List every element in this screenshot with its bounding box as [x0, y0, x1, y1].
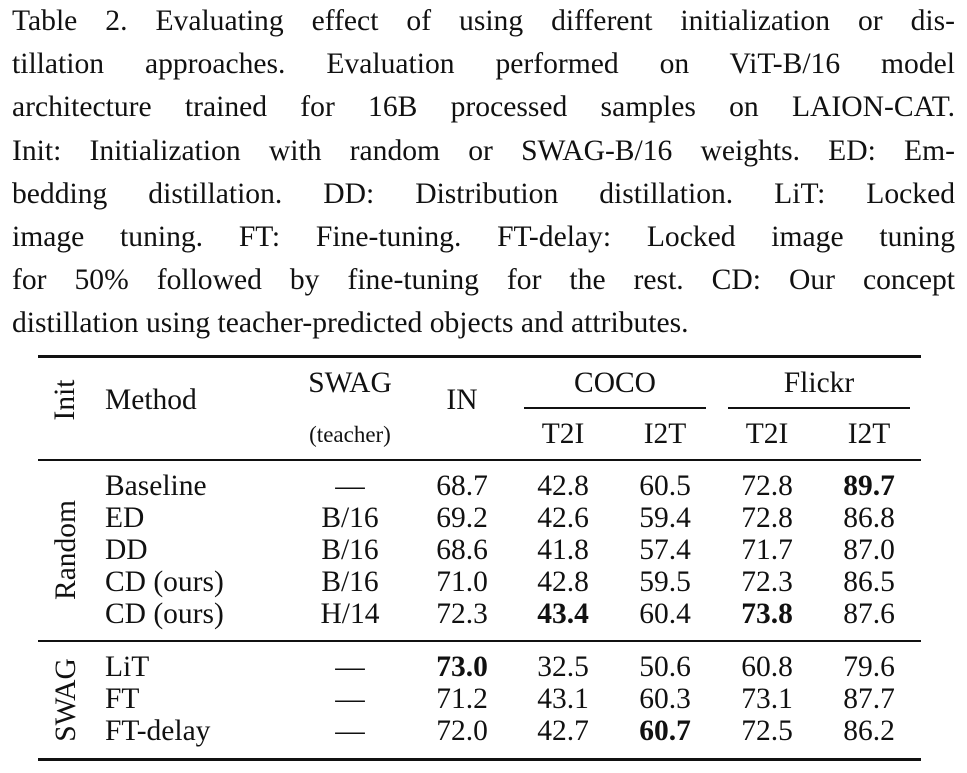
- group-label-swag: SWAG: [50, 658, 82, 742]
- header-rule: [38, 459, 921, 461]
- caption-line: Table 2. Evaluating effect of using diff…: [12, 5, 955, 37]
- cell-swag: —: [335, 470, 365, 502]
- cell-coco-t2i: 43.4: [537, 598, 589, 630]
- cell-coco-t2i: 42.8: [537, 566, 589, 598]
- header-in: IN: [446, 384, 478, 416]
- cell-coco-t2i: 42.6: [537, 502, 589, 534]
- header-coco-i2t: I2T: [643, 418, 687, 450]
- cell-method: ED: [105, 502, 145, 534]
- cell-flickr-t2i: 72.5: [741, 715, 793, 747]
- cell-flickr-t2i: 73.1: [741, 683, 793, 715]
- header-method: Method: [105, 384, 197, 416]
- header-coco-t2i: T2I: [541, 418, 585, 450]
- caption-line: distillation using teacher-predicted obj…: [12, 307, 689, 340]
- cell-coco-t2i: 41.8: [537, 534, 589, 566]
- cell-flickr-i2t: 87.6: [843, 598, 895, 630]
- header-coco: COCO: [574, 367, 656, 399]
- cell-flickr-i2t: 89.7: [843, 470, 895, 502]
- cell-coco-i2t: 59.5: [639, 566, 691, 598]
- group-rule: [38, 640, 921, 642]
- cell-coco-i2t: 50.6: [639, 651, 691, 683]
- cell-coco-i2t: 60.5: [639, 470, 691, 502]
- cell-in: 72.0: [436, 715, 488, 747]
- cell-swag: B/16: [321, 502, 379, 534]
- cell-method: LiT: [105, 651, 150, 683]
- cell-flickr-i2t: 86.5: [843, 566, 895, 598]
- cell-in: 68.7: [436, 470, 488, 502]
- cell-coco-t2i: 43.1: [537, 683, 589, 715]
- cell-flickr-i2t: 86.8: [843, 502, 895, 534]
- caption-line: bedding distillation. DD: Distribution d…: [12, 177, 955, 210]
- cell-coco-i2t: 60.3: [639, 683, 691, 715]
- caption-line: for 50% followed by fine-tuning for the …: [12, 264, 955, 297]
- caption-line: Init: Initialization with random or SWAG…: [12, 134, 955, 167]
- header-swag: SWAG: [308, 367, 392, 399]
- cell-in: 72.3: [436, 598, 488, 630]
- cell-method: CD (ours): [105, 598, 224, 630]
- cell-in: 73.0: [436, 651, 488, 683]
- cell-coco-i2t: 57.4: [639, 534, 691, 566]
- cell-flickr-t2i: 71.7: [741, 534, 793, 566]
- bottom-rule: [38, 758, 921, 761]
- cell-swag: —: [335, 683, 365, 715]
- caption-line: image tuning. FT: Fine-tuning. FT-delay:…: [12, 221, 955, 254]
- cell-swag: B/16: [321, 534, 379, 566]
- cell-flickr-i2t: 79.6: [843, 651, 895, 683]
- cell-swag: B/16: [321, 566, 379, 598]
- table-caption: Table 2. Evaluating effect of using diff…: [12, 0, 955, 346]
- cell-flickr-t2i: 72.3: [741, 566, 793, 598]
- cell-coco-t2i: 32.5: [537, 651, 589, 683]
- cell-flickr-i2t: 86.2: [843, 715, 895, 747]
- caption-line: tillation approaches. Evaluation perform…: [12, 48, 955, 81]
- cell-swag: —: [335, 715, 365, 747]
- flickr-cmidrule: [728, 407, 910, 409]
- header-flickr: Flickr: [783, 367, 855, 399]
- group-label-random: Random: [50, 500, 82, 600]
- cell-coco-i2t: 59.4: [639, 502, 691, 534]
- cell-method: Baseline: [105, 470, 207, 502]
- cell-coco-t2i: 42.7: [537, 715, 589, 747]
- caption-line: architecture trained for 16B processed s…: [12, 91, 955, 124]
- cell-in: 71.0: [436, 566, 488, 598]
- cell-method: CD (ours): [105, 566, 224, 598]
- header-init: Init: [49, 379, 81, 421]
- cell-coco-t2i: 42.8: [537, 470, 589, 502]
- coco-cmidrule: [524, 407, 706, 409]
- cell-flickr-t2i: 72.8: [741, 502, 793, 534]
- cell-flickr-t2i: 72.8: [741, 470, 793, 502]
- cell-in: 68.6: [436, 534, 488, 566]
- cell-method: DD: [105, 534, 148, 566]
- cell-in: 69.2: [436, 502, 488, 534]
- cell-coco-i2t: 60.7: [639, 715, 691, 747]
- cell-in: 71.2: [436, 683, 488, 715]
- header-flickr-i2t: I2T: [847, 418, 891, 450]
- cell-method: FT: [105, 683, 140, 715]
- top-rule: [38, 355, 921, 358]
- cell-method: FT-delay: [105, 715, 211, 747]
- cell-coco-i2t: 60.4: [639, 598, 691, 630]
- cell-flickr-t2i: 60.8: [741, 651, 793, 683]
- header-swag-teacher: (teacher): [309, 422, 391, 447]
- header-flickr-t2i: T2I: [745, 418, 789, 450]
- cell-flickr-t2i: 73.8: [741, 598, 793, 630]
- cell-swag: —: [335, 651, 365, 683]
- cell-flickr-i2t: 87.0: [843, 534, 895, 566]
- cell-swag: H/14: [320, 598, 380, 630]
- cell-flickr-i2t: 87.7: [843, 683, 895, 715]
